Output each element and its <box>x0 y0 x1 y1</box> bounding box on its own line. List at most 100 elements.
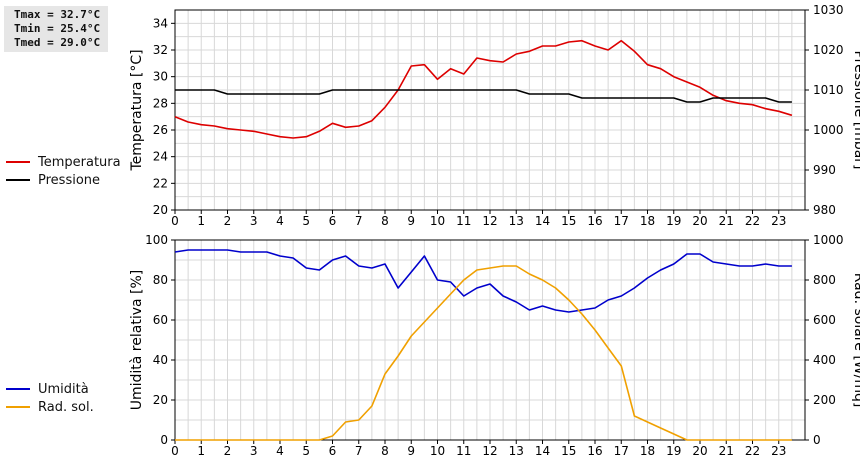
chart1-x-tick-label: 4 <box>276 214 284 228</box>
legend-item-temperatura: Temperatura <box>6 153 121 171</box>
chart1-x-tick-label: 21 <box>719 214 734 228</box>
chart2-x-tick-label: 18 <box>640 444 655 458</box>
chart2-x-tick-label: 19 <box>666 444 681 458</box>
chart2-y-right-tick-label: 1000 <box>813 233 844 247</box>
chart2-y-left-tick-label: 0 <box>160 433 168 447</box>
chart2-x-tick-label: 20 <box>692 444 707 458</box>
legend-top: Temperatura Pressione <box>6 153 121 189</box>
chart1-ylabel-right: Pressione [mbar] <box>851 50 860 169</box>
chart2-y-right-tick-label: 400 <box>813 353 836 367</box>
chart2-x-tick-label: 21 <box>719 444 734 458</box>
chart1-y-left-tick-label: 32 <box>153 43 168 57</box>
legend-swatch-umidita <box>6 388 30 390</box>
chart2-y-right-tick-label: 800 <box>813 273 836 287</box>
chart1-y-left-tick-label: 20 <box>153 203 168 217</box>
chart2-x-tick-label: 5 <box>302 444 310 458</box>
legend-label-radsol: Rad. sol. <box>38 399 94 415</box>
chart1-x-tick-label: 8 <box>381 214 389 228</box>
chart2-x-tick-label: 13 <box>509 444 524 458</box>
chart2-x-tick-label: 3 <box>250 444 258 458</box>
chart1-x-tick-label: 17 <box>614 214 629 228</box>
legend-label-temperatura: Temperatura <box>38 154 121 170</box>
chart1-x-tick-label: 6 <box>329 214 337 228</box>
legend-label-pressione: Pressione <box>38 172 101 188</box>
chart2-x-tick-label: 7 <box>355 444 363 458</box>
chart2-y-left-tick-label: 60 <box>153 313 168 327</box>
chart1-x-tick-label: 3 <box>250 214 258 228</box>
tmin-label: Tmin = 25.4°C <box>14 22 101 35</box>
chart2-x-tick-label: 23 <box>771 444 786 458</box>
chart2-y-right-tick-label: 0 <box>813 433 821 447</box>
chart2-ylabel-left: Umidità relativa [%] <box>129 270 145 411</box>
chart1-x-tick-label: 5 <box>302 214 310 228</box>
chart2-x-tick-label: 8 <box>381 444 389 458</box>
chart2-x-tick-label: 22 <box>745 444 760 458</box>
chart1-x-tick-label: 22 <box>745 214 760 228</box>
chart1-x-tick-label: 15 <box>561 214 576 228</box>
chart1-y-right-tick-label: 1000 <box>813 123 844 137</box>
chart2-x-tick-label: 4 <box>276 444 284 458</box>
chart2-x-tick-label: 15 <box>561 444 576 458</box>
chart1-series-temperatura <box>174 39 793 139</box>
chart1-x-tick-label: 12 <box>482 214 497 228</box>
chart1-y-right-tick-label: 990 <box>813 163 836 177</box>
chart2-x-tick-label: 0 <box>171 444 179 458</box>
chart2-series-umidit <box>174 249 792 313</box>
chart1-y-right-tick-label: 1020 <box>813 43 844 57</box>
chart1-x-tick-label: 11 <box>456 214 471 228</box>
chart2-x-tick-label: 14 <box>535 444 550 458</box>
chart2-y-left-tick-label: 100 <box>145 233 168 247</box>
chart2-x-tick-label: 9 <box>407 444 415 458</box>
chart1-x-tick-label: 7 <box>355 214 363 228</box>
chart1-y-right-tick-label: 1030 <box>813 3 844 17</box>
chart1-x-tick-label: 9 <box>407 214 415 228</box>
chart1-y-right-tick-label: 1010 <box>813 83 844 97</box>
chart2-series-rad-sol <box>175 265 792 441</box>
chart2-y-right-tick-label: 200 <box>813 393 836 407</box>
chart1-x-tick-label: 16 <box>587 214 602 228</box>
chart2-y-left-tick-label: 20 <box>153 393 168 407</box>
chart2-ylabel-right: Rad. solare [W/mq] <box>851 273 860 408</box>
legend-item-radsol: Rad. sol. <box>6 398 94 416</box>
legend-swatch-pressione <box>6 179 30 181</box>
chart1-y-left-tick-label: 22 <box>153 176 168 190</box>
legend-bottom: Umidità Rad. sol. <box>6 380 94 416</box>
chart2-x-tick-label: 2 <box>224 444 232 458</box>
chart1-y-left-tick-label: 34 <box>153 16 168 30</box>
chart2-x-tick-label: 11 <box>456 444 471 458</box>
chart2-x-tick-label: 12 <box>482 444 497 458</box>
chart2-x-tick-label: 10 <box>430 444 445 458</box>
chart2-y-left-tick-label: 80 <box>153 273 168 287</box>
chart1-x-tick-label: 18 <box>640 214 655 228</box>
chart2-x-tick-label: 17 <box>614 444 629 458</box>
chart1-x-tick-label: 19 <box>666 214 681 228</box>
chart1-y-right-tick-label: 980 <box>813 203 836 217</box>
chart1-x-tick-label: 1 <box>197 214 205 228</box>
chart2-x-tick-label: 16 <box>587 444 602 458</box>
chart1-y-left-tick-label: 24 <box>153 150 168 164</box>
legend-item-umidita: Umidità <box>6 380 94 398</box>
chart1-x-tick-label: 0 <box>171 214 179 228</box>
tmed-label: Tmed = 29.0°C <box>14 36 101 49</box>
legend-swatch-temperatura <box>6 161 30 163</box>
tmax-label: Tmax = 32.7°C <box>14 8 101 21</box>
legend-item-pressione: Pressione <box>6 171 121 189</box>
chart2-y-right-tick-label: 600 <box>813 313 836 327</box>
chart2-y-left-tick-label: 40 <box>153 353 168 367</box>
chart1-y-left-tick-label: 26 <box>153 123 168 137</box>
stats-box: Tmax = 32.7°C Tmin = 25.4°C Tmed = 29.0°… <box>4 6 108 52</box>
chart1-ylabel-left: Temperatura [°C] <box>129 49 145 171</box>
chart1-x-tick-label: 2 <box>224 214 232 228</box>
chart1-x-tick-label: 20 <box>692 214 707 228</box>
chart1-y-left-tick-label: 28 <box>153 96 168 110</box>
chart2-x-tick-label: 6 <box>329 444 337 458</box>
legend-swatch-radsol <box>6 406 30 408</box>
chart1-y-left-tick-label: 30 <box>153 70 168 84</box>
legend-label-umidita: Umidità <box>38 381 89 397</box>
chart1-x-tick-label: 14 <box>535 214 550 228</box>
chart1-x-tick-label: 13 <box>509 214 524 228</box>
chart1-series-pressione <box>175 89 792 103</box>
chart1-x-tick-label: 23 <box>771 214 786 228</box>
chart2-x-tick-label: 1 <box>197 444 205 458</box>
